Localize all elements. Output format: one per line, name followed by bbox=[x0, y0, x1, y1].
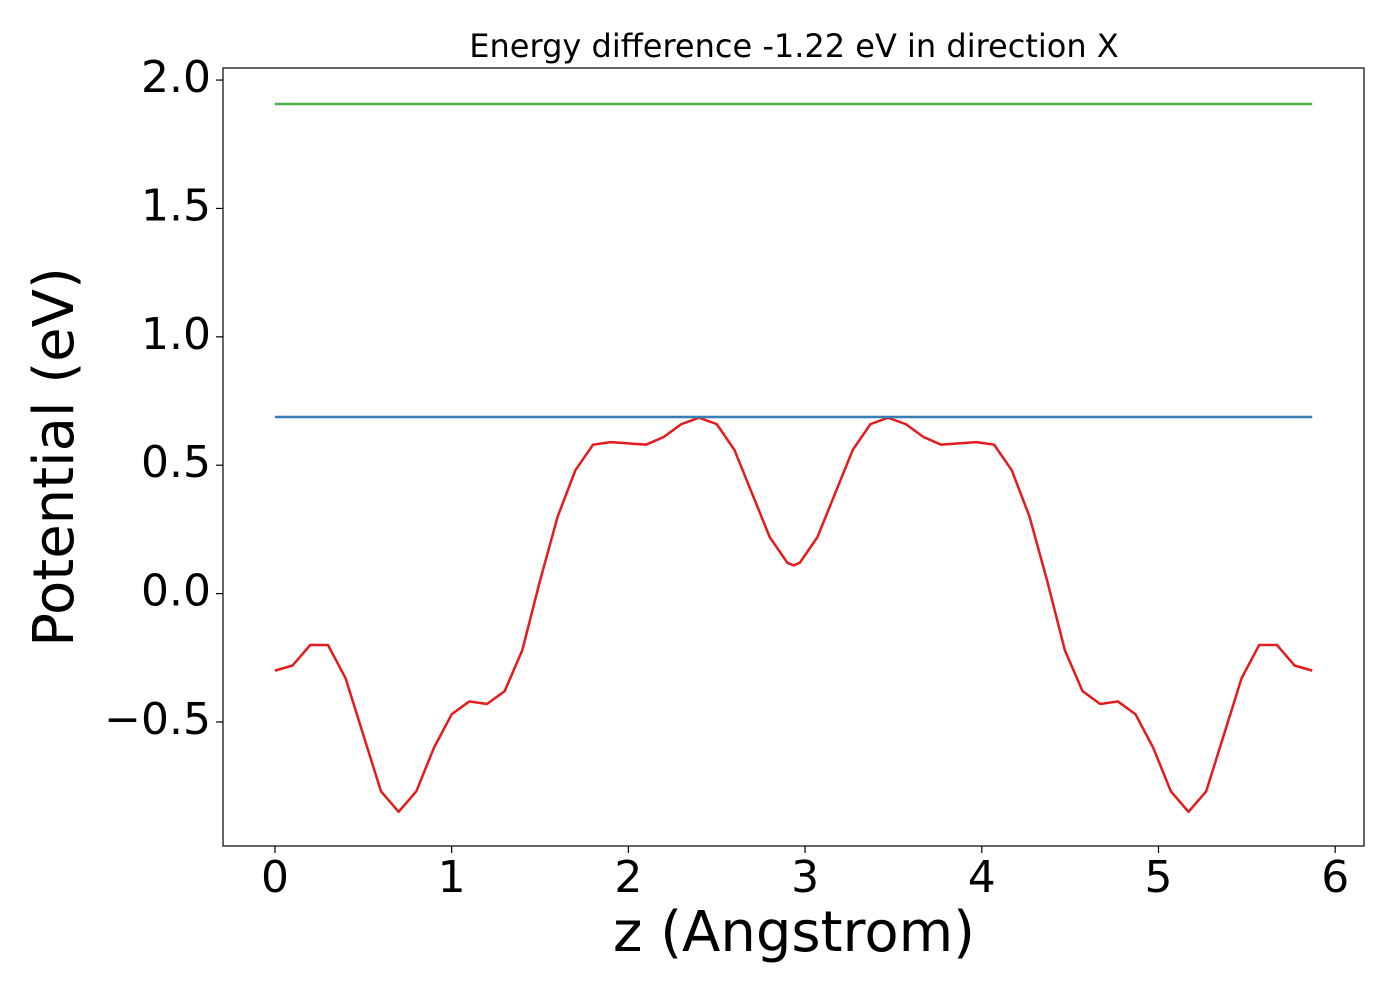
x-tick-label: 1 bbox=[438, 852, 466, 903]
plot-frame bbox=[222, 67, 1365, 847]
chart-title: Energy difference -1.22 eV in direction … bbox=[469, 27, 1118, 65]
x-tick-label: 5 bbox=[1144, 852, 1172, 903]
y-tick-label: 0.5 bbox=[141, 437, 211, 488]
y-tick-label: 1.0 bbox=[141, 309, 211, 360]
y-tick-label: 1.5 bbox=[141, 180, 211, 231]
x-axis-label: z (Angstrom) bbox=[613, 900, 975, 965]
series-line bbox=[274, 416, 1313, 814]
y-tick-label: 0.0 bbox=[141, 566, 211, 617]
x-tick-label: 3 bbox=[791, 852, 819, 903]
y-axis-label: Potential (eV) bbox=[22, 267, 87, 647]
x-tick-label: 2 bbox=[614, 852, 642, 903]
x-tick-label: 6 bbox=[1321, 852, 1349, 903]
y-tick-label: −0.5 bbox=[104, 694, 211, 745]
x-tick-label: 0 bbox=[261, 852, 289, 903]
y-tick-label: 2.0 bbox=[141, 52, 211, 103]
x-tick-label: 4 bbox=[968, 852, 996, 903]
